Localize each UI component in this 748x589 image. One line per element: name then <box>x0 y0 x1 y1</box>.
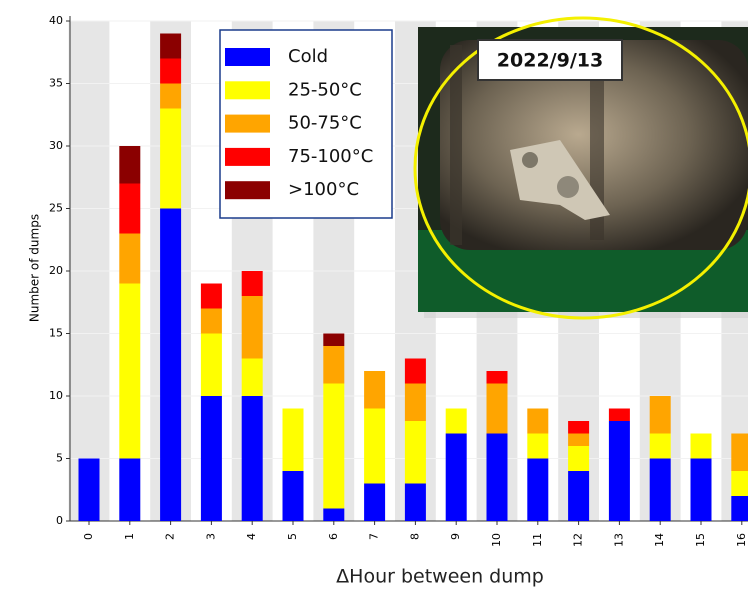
bar-segment <box>364 371 385 409</box>
y-tick-label: 25 <box>49 202 63 215</box>
bar-segment <box>242 296 263 359</box>
bar-segment <box>650 396 671 434</box>
bar-segment <box>323 334 344 347</box>
y-tick-label: 0 <box>56 514 63 527</box>
bar-segment <box>527 459 548 522</box>
bar-segment <box>201 309 222 334</box>
bar-segment <box>242 271 263 296</box>
x-tick-label: 12 <box>572 533 585 547</box>
legend-label: 50-75°C <box>288 113 362 134</box>
photo-inset: 2022/9/13 <box>415 18 748 318</box>
y-tick-label: 40 <box>49 14 63 27</box>
bar-segment <box>119 146 140 184</box>
bar-segment <box>160 209 181 522</box>
chart: 0510152025303540012345678910111213141516… <box>0 0 748 589</box>
bar-segment <box>731 471 748 496</box>
bar-segment <box>160 59 181 84</box>
x-tick-label: 11 <box>531 533 544 547</box>
bar-segment <box>79 459 100 522</box>
x-tick-label: 5 <box>286 533 299 540</box>
bar-segment <box>527 434 548 459</box>
x-tick-label: 1 <box>123 533 136 540</box>
x-tick-label: 2 <box>164 533 177 540</box>
bar-segment <box>201 396 222 521</box>
bar-segment <box>650 459 671 522</box>
bar-segment <box>405 484 426 522</box>
bar-segment <box>691 434 712 459</box>
legend-label: >100°C <box>288 179 359 200</box>
y-tick-label: 30 <box>49 139 63 152</box>
y-tick-label: 5 <box>56 452 63 465</box>
bar-segment <box>119 234 140 284</box>
bar-segment <box>119 184 140 234</box>
bar-segment <box>242 359 263 397</box>
x-tick-label: 9 <box>449 533 462 540</box>
bar-segment <box>119 459 140 522</box>
bar-segment <box>160 34 181 59</box>
y-tick-label: 15 <box>49 327 63 340</box>
bar-segment <box>323 384 344 509</box>
x-tick-label: 15 <box>694 533 707 547</box>
bar-segment <box>283 409 304 472</box>
bar-segment <box>446 409 467 434</box>
bar-segment <box>201 284 222 309</box>
bar-segment <box>364 409 385 484</box>
x-tick-label: 6 <box>327 533 340 540</box>
x-tick-label: 8 <box>408 533 421 540</box>
x-tick-label: 0 <box>82 533 95 540</box>
bar-segment <box>609 409 630 422</box>
bar-segment <box>405 421 426 484</box>
legend-label: 75-100°C <box>288 146 373 167</box>
y-axis-label: Number of dumps <box>28 214 42 322</box>
legend: Cold 25-50°C 50-75°C 75-100°C >100°C <box>220 30 392 218</box>
bar-segment <box>568 446 589 471</box>
legend-swatch <box>225 48 270 66</box>
bar-segment <box>119 284 140 459</box>
bar-segment <box>283 471 304 521</box>
bar-segment <box>731 434 748 472</box>
bar-segment <box>568 471 589 521</box>
bar-segment <box>487 384 508 434</box>
x-tick-label: 10 <box>490 533 503 547</box>
bar-segment <box>487 434 508 522</box>
y-tick-label: 35 <box>49 77 63 90</box>
bar-segment <box>405 384 426 422</box>
legend-swatch <box>225 181 270 199</box>
bar-segment <box>323 509 344 522</box>
x-axis-label: ΔHour between dump <box>336 566 544 588</box>
bar-segment <box>609 421 630 521</box>
y-tick-label: 10 <box>49 389 63 402</box>
legend-swatch <box>225 115 270 133</box>
bar-segment <box>446 434 467 522</box>
legend-swatch <box>225 148 270 166</box>
bar-segment <box>201 334 222 397</box>
bar-segment <box>650 434 671 459</box>
bar-segment <box>242 396 263 521</box>
x-tick-label: 13 <box>612 533 625 547</box>
bar-segment <box>568 421 589 434</box>
bar-segment <box>731 496 748 521</box>
bar-segment <box>405 359 426 384</box>
legend-swatch <box>225 81 270 99</box>
legend-label: 25-50°C <box>288 79 362 100</box>
x-tick-label: 16 <box>735 533 748 547</box>
bar-segment <box>364 484 385 522</box>
annotation: 2022/9/13 <box>497 50 603 72</box>
x-tick-label: 7 <box>368 533 381 540</box>
bar-segment <box>160 84 181 109</box>
x-tick-label: 3 <box>204 533 217 540</box>
y-tick-label: 20 <box>49 264 63 277</box>
bar-segment <box>323 346 344 384</box>
bar-segment <box>487 371 508 384</box>
bar-segment <box>568 434 589 447</box>
x-tick-label: 4 <box>245 533 258 540</box>
bar-segment <box>691 459 712 522</box>
bar-segment <box>527 409 548 434</box>
bar-segment <box>160 109 181 209</box>
legend-label: Cold <box>288 46 328 67</box>
x-tick-label: 14 <box>653 533 666 547</box>
